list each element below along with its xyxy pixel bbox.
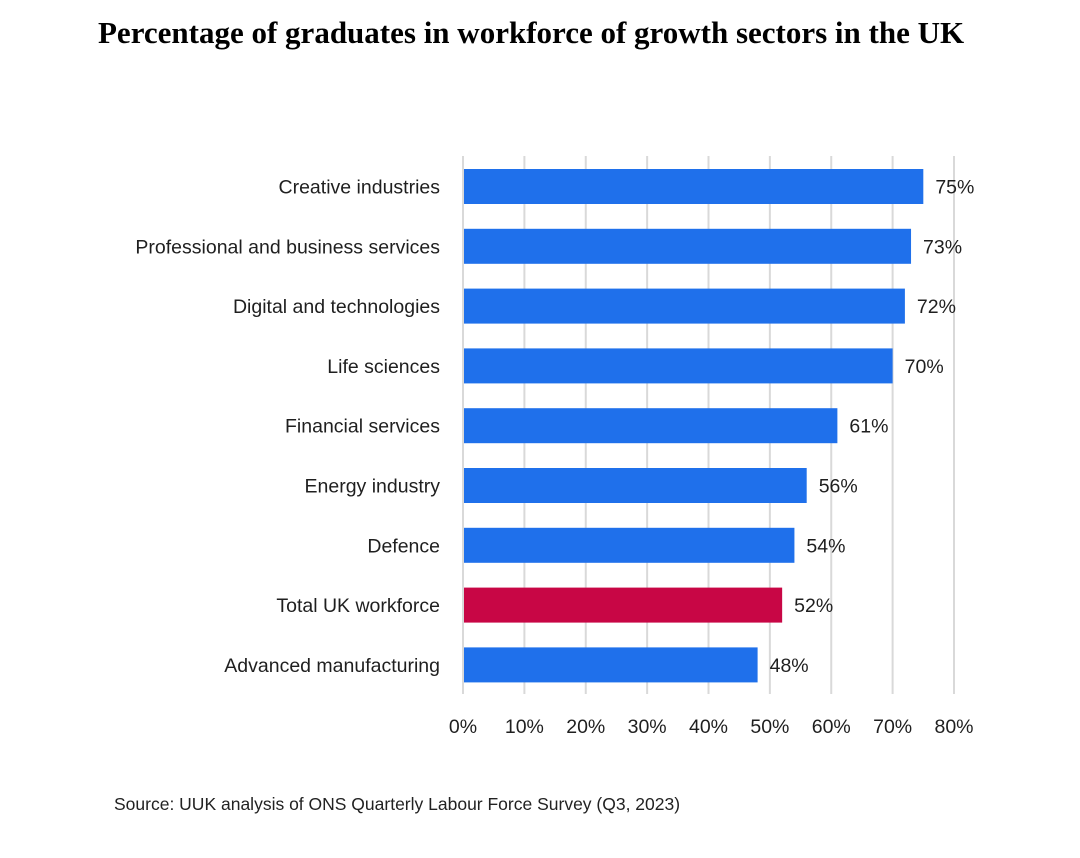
category-label: Energy industry — [305, 476, 441, 498]
x-tick-label: 10% — [505, 716, 544, 738]
bar-highlighted — [464, 587, 783, 623]
category-label: Creative industries — [279, 177, 441, 199]
value-label: 54% — [806, 535, 845, 557]
bar — [464, 647, 758, 683]
value-label: 48% — [770, 655, 809, 677]
chart-title: Percentage of graduates in workforce of … — [98, 15, 965, 50]
bar — [464, 468, 807, 503]
category-label: Defence — [367, 535, 440, 557]
bar — [464, 288, 905, 324]
x-tick-label: 30% — [628, 716, 667, 738]
category-label: Financial services — [285, 416, 440, 438]
x-tick-label: 70% — [873, 716, 912, 738]
x-tick-label: 40% — [689, 716, 728, 738]
category-labels: Creative industries Professional and busi… — [135, 177, 440, 677]
bars — [464, 169, 924, 683]
category-label: Life sciences — [327, 356, 440, 378]
x-axis-tick-labels: 0% 10% 20% 30% 40% 50% 60% 70% 80% — [449, 716, 974, 738]
value-label: 52% — [794, 595, 833, 617]
bar — [464, 169, 924, 204]
value-label: 73% — [923, 236, 962, 258]
category-label: Total UK workforce — [276, 595, 440, 617]
x-tick-label: 20% — [566, 716, 605, 738]
bar — [464, 527, 795, 563]
source-note: Source: UUK analysis of ONS Quarterly La… — [114, 794, 681, 814]
x-tick-label: 80% — [934, 716, 973, 738]
value-label: 72% — [917, 296, 956, 318]
value-label: 56% — [819, 476, 858, 498]
x-tick-label: 50% — [750, 716, 789, 738]
x-tick-label: 0% — [449, 716, 477, 738]
bar — [464, 228, 912, 264]
bar — [464, 348, 893, 384]
category-label: Professional and business services — [135, 236, 440, 258]
x-tick-label: 60% — [812, 716, 851, 738]
value-labels: 75% 73% 72% 70% 61% 56% 54% 52% 48% — [770, 177, 975, 677]
category-label: Advanced manufacturing — [224, 655, 440, 677]
value-label: 70% — [905, 356, 944, 378]
category-label: Digital and technologies — [233, 296, 440, 318]
bar — [464, 408, 838, 444]
value-label: 61% — [849, 416, 888, 438]
value-label: 75% — [935, 177, 974, 199]
